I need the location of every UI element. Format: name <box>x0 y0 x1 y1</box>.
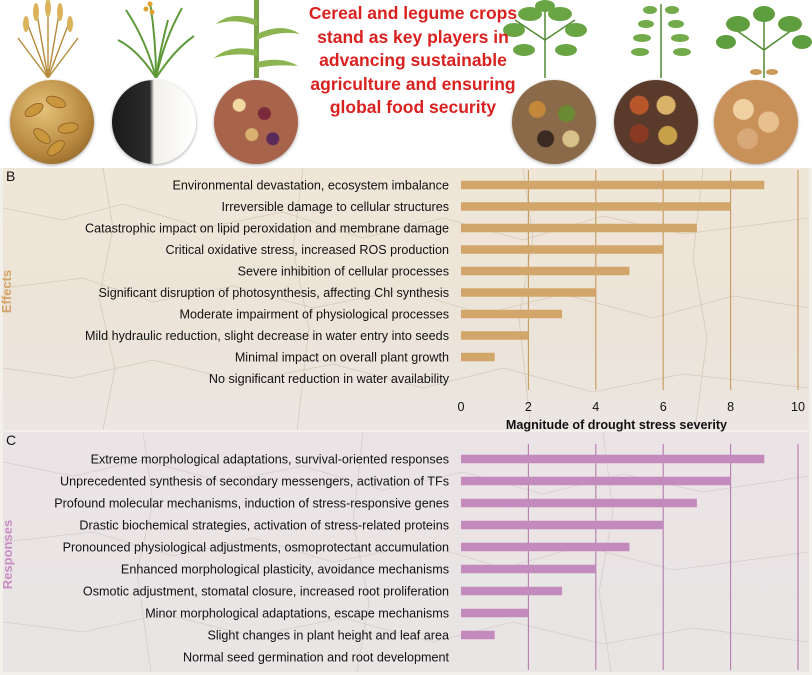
category-label-2: Unprecedented synthesis of secondary mes… <box>60 475 449 489</box>
category-label-3: Profound molecular mechanisms, induction… <box>54 497 449 511</box>
bar-8 <box>461 331 529 340</box>
bar-2 <box>461 202 731 211</box>
x-tick-label-10: 10 <box>791 400 805 414</box>
bar-6 <box>461 288 596 297</box>
category-label-7: Moderate impairment of physiological pro… <box>180 308 450 322</box>
peanut-photo <box>714 80 798 164</box>
peanut-plant-illustration <box>716 6 812 78</box>
category-label-10: No significant reduction in water availa… <box>209 372 450 386</box>
bar-9 <box>461 630 495 640</box>
bar-5 <box>461 542 630 552</box>
bar-7 <box>461 309 563 319</box>
chickpea-plant-illustration <box>631 4 691 78</box>
maize-plant-illustration <box>214 0 300 78</box>
maize-kernel-photo <box>214 80 298 164</box>
pulses-bowls-photo <box>614 80 698 164</box>
bar-8 <box>461 608 529 618</box>
cracked-earth-background <box>3 168 809 430</box>
bar-3 <box>461 223 697 233</box>
category-label-8: Minor morphological adaptations, escape … <box>145 607 449 621</box>
category-label-9: Minimal impact on overall plant growth <box>235 351 449 365</box>
x-tick-label-2: 2 <box>525 400 532 414</box>
mixed-legume-photo <box>512 80 596 164</box>
bar-4 <box>461 245 664 254</box>
category-label-5: Severe inhibition of cellular processes <box>238 265 449 279</box>
bar-5 <box>461 266 630 276</box>
x-tick-label-4: 4 <box>592 400 599 414</box>
category-label-4: Drastic biochemical strategies, activati… <box>79 519 449 533</box>
bar-1 <box>461 454 765 464</box>
x-axis-title: Magnitude of drought stress severity <box>506 418 727 432</box>
x-tick-label-6: 6 <box>660 400 667 414</box>
banner-title: Cereal and legume crops stand as key pla… <box>308 3 518 117</box>
rice-grain-photo <box>112 80 196 164</box>
soybean-plant-illustration <box>503 0 587 78</box>
category-label-1: Extreme morphological adaptations, survi… <box>91 453 449 467</box>
effects-bar-chart: Environmental devastation, ecosystem imb… <box>85 170 805 432</box>
responses-panel: C Responses Extreme morphological adapta… <box>0 432 809 672</box>
responses-bar-chart: Extreme morphological adaptations, survi… <box>54 444 799 670</box>
bar-7 <box>461 586 563 596</box>
category-label-3: Catastrophic impact on lipid peroxidatio… <box>85 222 449 236</box>
rice-plant-illustration <box>117 1 195 78</box>
category-label-5: Pronounced physiological adjustments, os… <box>63 541 449 555</box>
category-label-1: Environmental devastation, ecosystem imb… <box>172 179 449 193</box>
category-label-4: Critical oxidative stress, increased ROS… <box>166 243 449 257</box>
category-label-10: Normal seed germination and root develop… <box>183 651 450 665</box>
panel-letter-b: B <box>6 168 16 184</box>
category-label-7: Osmotic adjustment, stomatal closure, in… <box>83 585 449 599</box>
category-label-6: Significant disruption of photosynthesis… <box>99 286 450 300</box>
wheat-plant-illustration <box>17 0 79 78</box>
category-label-2: Irreversible damage to cellular structur… <box>222 200 449 214</box>
bar-6 <box>461 564 596 574</box>
bar-4 <box>461 520 664 530</box>
panel-letter-c: C <box>6 432 17 448</box>
crop-banner: Cereal and legume crops stand as key pla… <box>0 0 812 168</box>
bar-2 <box>461 476 731 486</box>
x-tick-label-8: 8 <box>727 400 734 414</box>
category-label-8: Mild hydraulic reduction, slight decreas… <box>85 329 449 343</box>
x-tick-label-0: 0 <box>457 400 464 414</box>
effects-panel: B Effects Environmental devastation, eco… <box>0 168 809 432</box>
bar-1 <box>461 180 765 190</box>
category-label-6: Enhanced morphological plasticity, avoid… <box>121 563 449 577</box>
category-label-9: Slight changes in plant height and leaf … <box>207 629 449 643</box>
wheat-grain-photo <box>10 80 94 164</box>
bar-9 <box>461 352 495 362</box>
bar-3 <box>461 498 697 508</box>
